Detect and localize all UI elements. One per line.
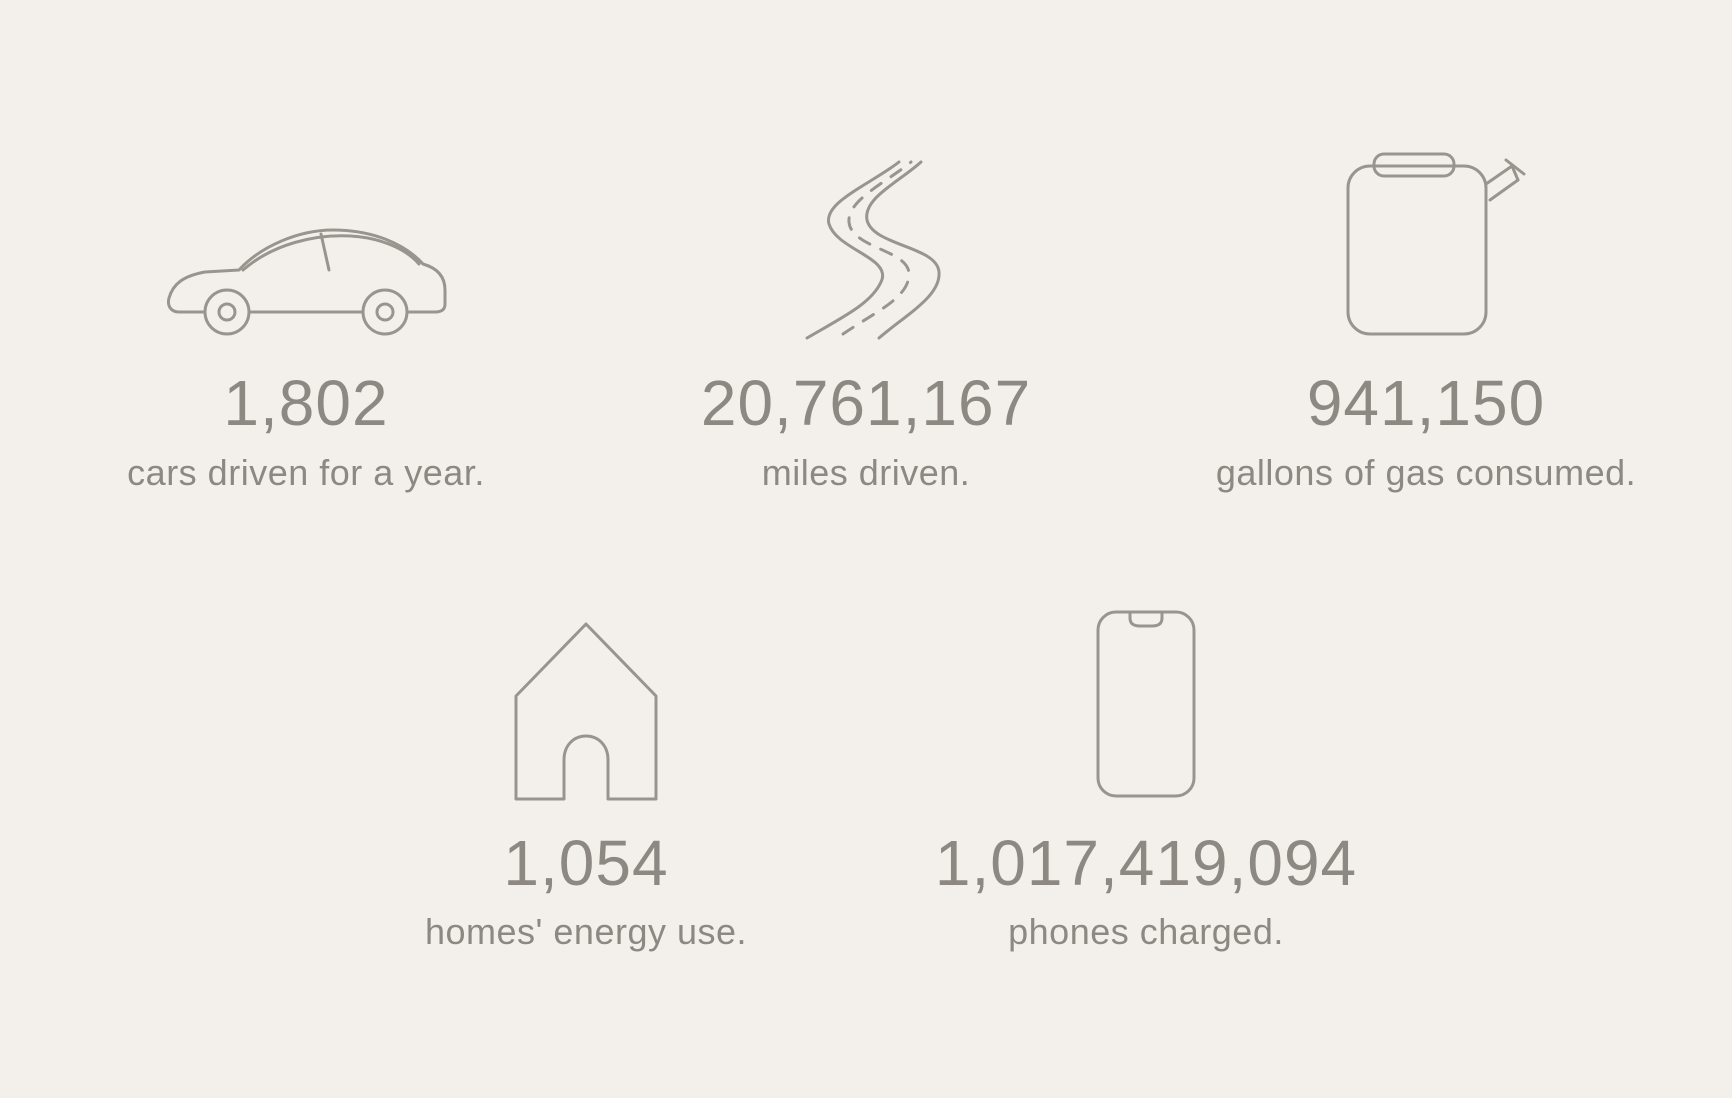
stat-card-homes: 1,054 homes' energy use. <box>346 604 826 954</box>
house-icon <box>496 614 676 804</box>
stat-value: 20,761,167 <box>701 368 1031 438</box>
icon-wrap <box>771 144 961 344</box>
icon-wrap <box>496 604 676 804</box>
row-1: 1,802 cars driven for a year. 20,761,167… <box>0 144 1732 494</box>
stat-label: homes' energy use. <box>425 910 747 953</box>
stat-card-gas: 941,150 gallons of gas consumed. <box>1186 144 1666 494</box>
stat-card-phones: 1,017,419,094 phones charged. <box>906 604 1386 954</box>
phone-icon <box>1086 604 1206 804</box>
gas-can-icon <box>1326 144 1526 344</box>
stat-card-miles: 20,761,167 miles driven. <box>626 144 1106 494</box>
stat-label: miles driven. <box>762 451 971 494</box>
infographic-canvas: 1,802 cars driven for a year. 20,761,167… <box>0 0 1732 1098</box>
icon-wrap <box>1326 144 1526 344</box>
car-icon <box>161 214 451 344</box>
row-2: 1,054 homes' energy use. 1,017,419,094 p… <box>0 604 1732 954</box>
stat-label: cars driven for a year. <box>127 451 485 494</box>
icon-wrap <box>1086 604 1206 804</box>
icon-wrap <box>161 144 451 344</box>
stat-value: 1,054 <box>503 828 668 898</box>
stat-label: gallons of gas consumed. <box>1216 451 1636 494</box>
stat-label: phones charged. <box>1008 910 1284 953</box>
stat-value: 1,017,419,094 <box>935 828 1357 898</box>
stat-value: 1,802 <box>223 368 388 438</box>
stat-card-cars: 1,802 cars driven for a year. <box>66 144 546 494</box>
road-icon <box>771 154 961 344</box>
stat-value: 941,150 <box>1307 368 1545 438</box>
